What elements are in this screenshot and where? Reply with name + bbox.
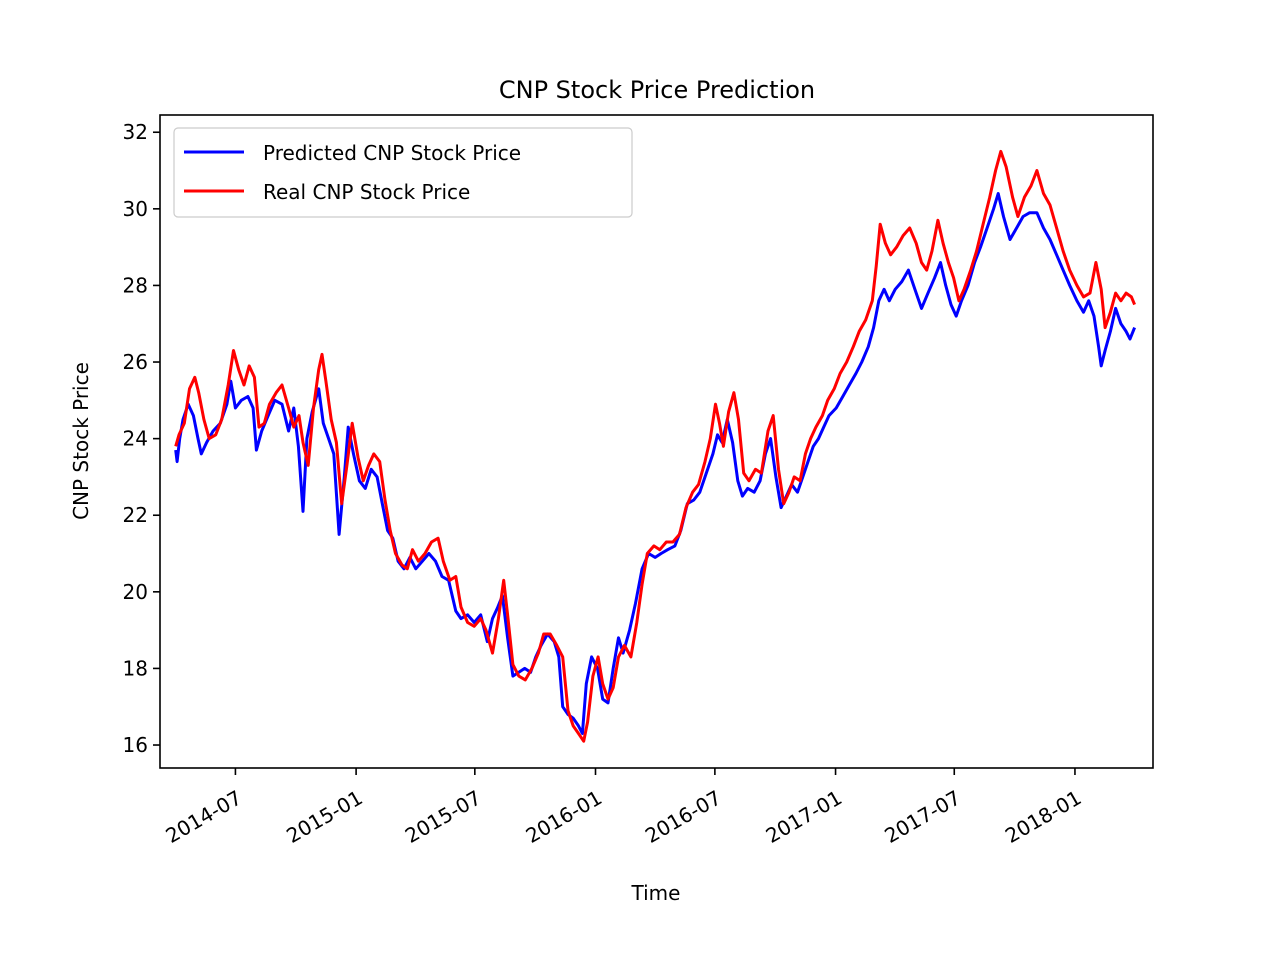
legend-box [173,127,633,218]
y-tick-label: 22 [123,503,148,527]
series-line-real [174,149,1136,743]
y-tick-label: 28 [123,273,148,297]
y-tick-label: 32 [123,120,148,144]
y-tick-label: 30 [123,197,148,221]
series-line-predicted [174,192,1136,735]
y-axis: 16 18 20 22 24 26 28 30 32 [123,120,160,757]
y-tick-label: 18 [123,656,148,680]
plot-frame [159,114,1154,769]
legend-label-real: Real CNP Stock Price [263,180,470,204]
y-tick-label: 26 [123,350,148,374]
legend-label-predicted: Predicted CNP Stock Price [263,141,521,165]
y-tick-label: 24 [123,427,148,451]
chart-title: CNP Stock Price Prediction [499,76,815,104]
y-tick-label: 16 [123,733,148,757]
legend: Predicted CNP Stock Price Real CNP Stock… [173,127,633,218]
y-tick-label: 20 [123,580,148,604]
y-axis-label: CNP Stock Price [69,362,93,520]
x-axis-label: Time [631,881,681,905]
series-layer [174,149,1136,743]
